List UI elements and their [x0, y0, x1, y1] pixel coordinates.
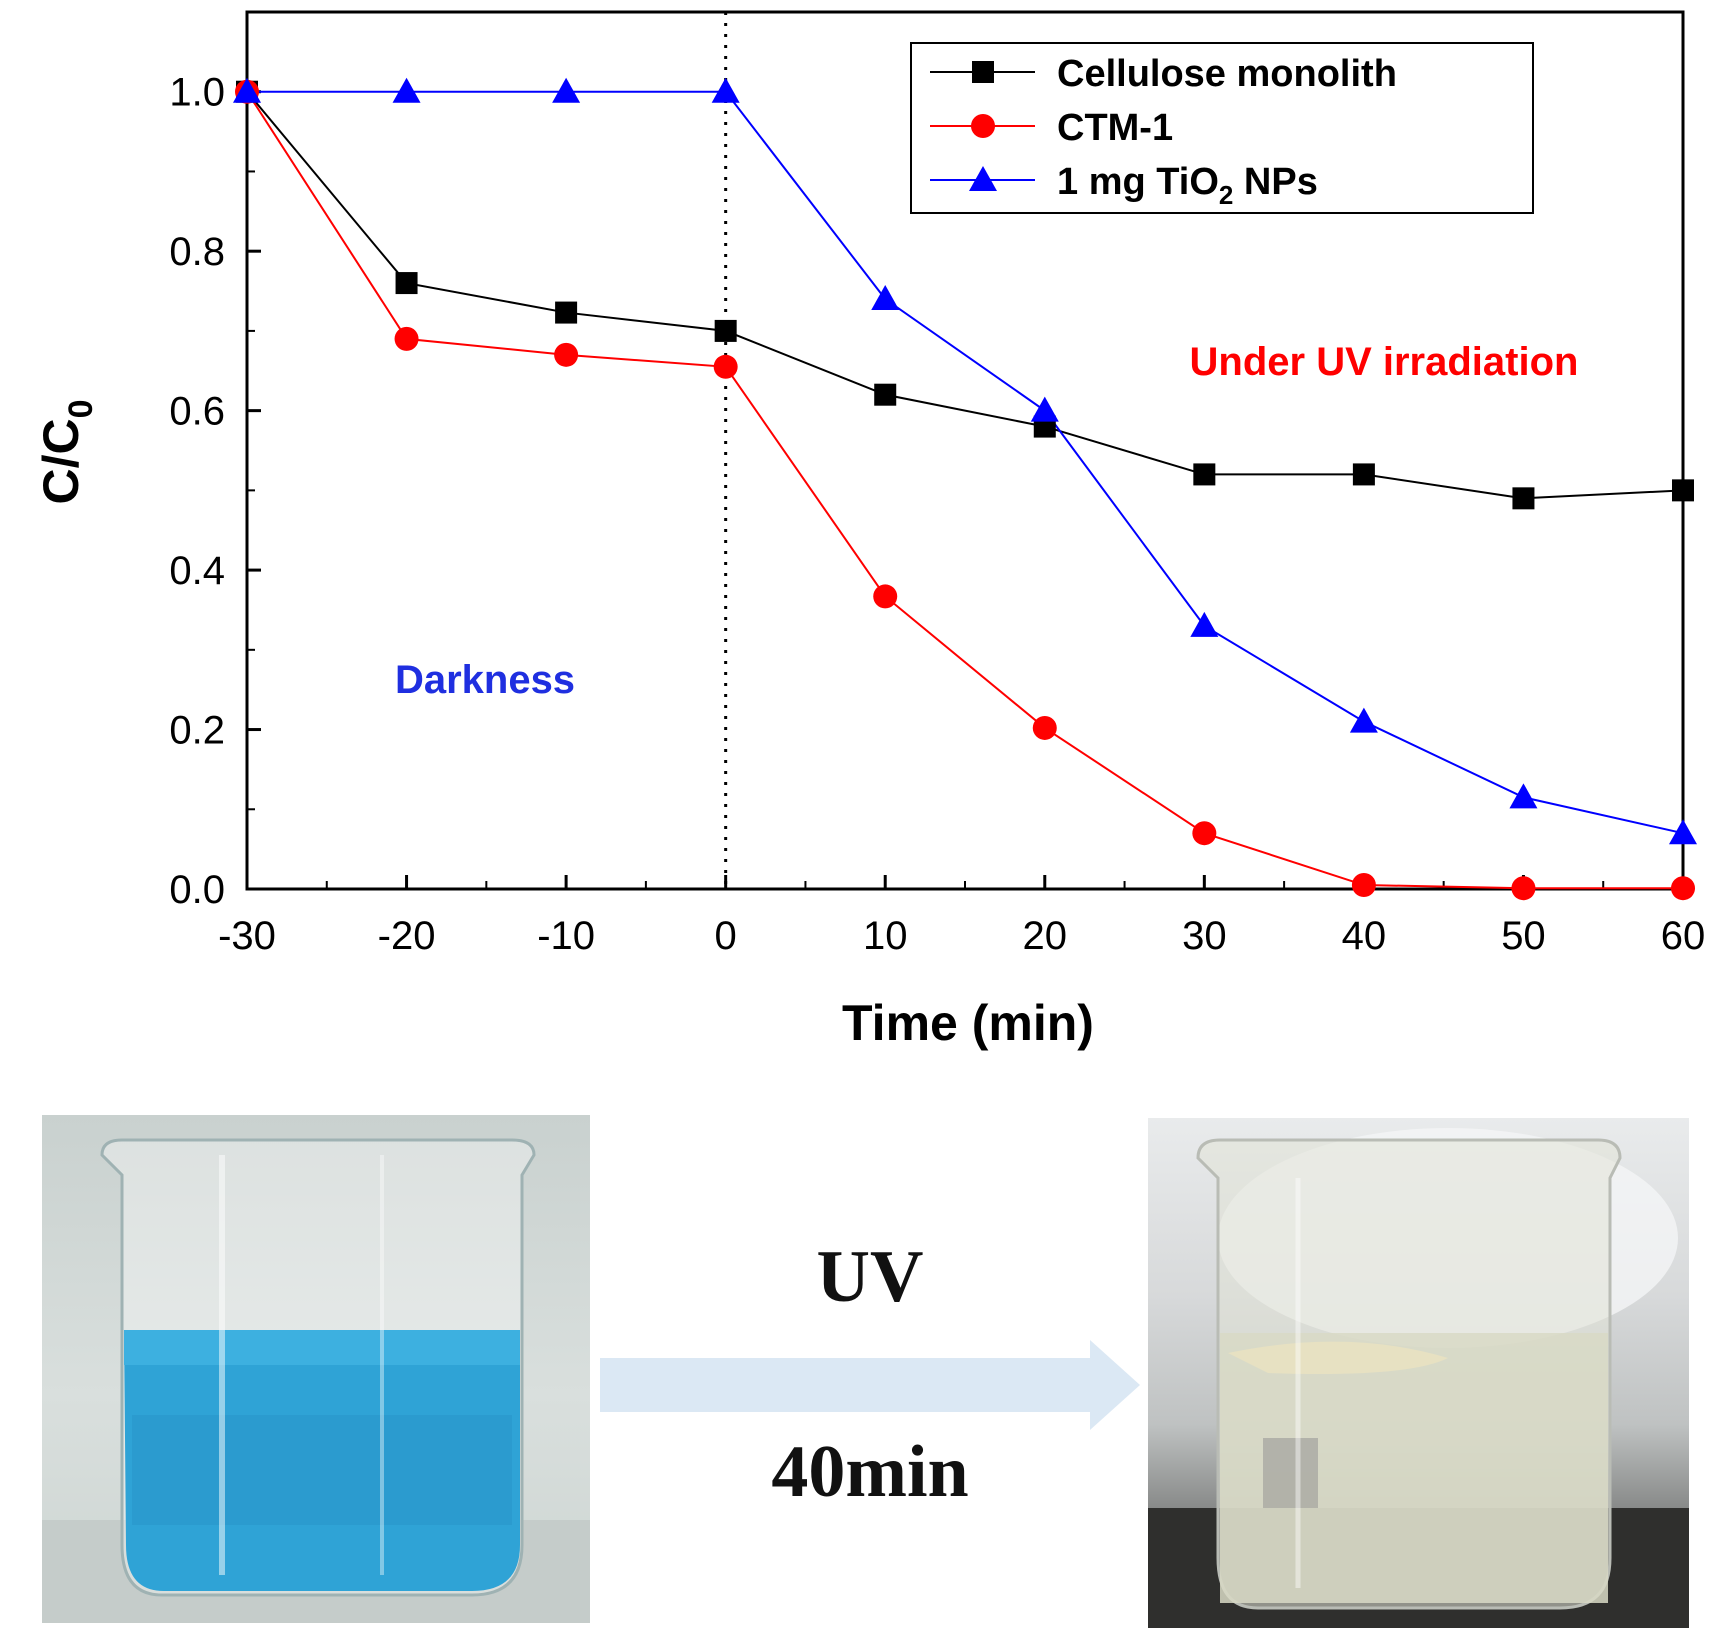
arrow-icon	[600, 1340, 1140, 1430]
data-point-square	[1193, 463, 1216, 486]
data-point-triangle	[1349, 707, 1378, 733]
data-point-circle	[1351, 873, 1376, 898]
data-point-triangle	[1669, 819, 1697, 845]
x-tick-label: -10	[537, 914, 595, 958]
uv-label: UV	[816, 1236, 924, 1318]
legend-label-cellulose: Cellulose monolith	[1057, 53, 1397, 95]
y-tick-label: 0.2	[169, 709, 225, 753]
clear-solution-beaker-image	[1148, 1128, 1689, 1628]
data-point-circle	[1032, 715, 1057, 740]
series-line-2	[247, 90, 1684, 835]
data-point-triangle	[392, 77, 421, 103]
x-tick-label: 30	[1182, 914, 1227, 958]
y-tick-label: 0.4	[169, 549, 225, 593]
legend: Cellulose monolith CTM-1 1 mg TiO2 NPs	[910, 42, 1534, 214]
data-point-circle	[554, 342, 579, 367]
series-line-0	[246, 91, 1684, 500]
x-tick-label: -30	[218, 914, 276, 958]
data-point-triangle	[1509, 783, 1538, 809]
y-tick-label: 0.8	[169, 230, 225, 274]
data-point-square	[1512, 487, 1535, 510]
x-tick-label: 10	[863, 914, 908, 958]
beaker-photo-after	[1148, 1118, 1689, 1628]
x-tick-label: 40	[1342, 914, 1387, 958]
series-lines	[246, 90, 1684, 890]
data-point-circle	[1192, 821, 1217, 846]
line-chart: -30 -20 -10 0 10 20 30 40 50 60 0.0 0.2 0.4 0.6 0.8 1.0…	[33, 10, 1705, 1051]
data-point-circle	[394, 326, 419, 351]
y-axis-title-main: C/C	[33, 418, 89, 504]
data-point-circle	[1511, 876, 1536, 901]
legend-marker-triangle	[969, 166, 997, 191]
legend-marker-circle	[971, 114, 995, 138]
data-point-square	[395, 272, 418, 295]
data-point-square	[555, 301, 578, 324]
x-tick-label: 0	[715, 914, 737, 958]
data-point-triangle	[233, 77, 261, 103]
legend-label-ctm: CTM-1	[1057, 107, 1173, 149]
y-tick-label: 0.6	[169, 390, 225, 434]
x-tick-label: 20	[1023, 914, 1068, 958]
series-line-1	[246, 91, 1683, 890]
data-point-square	[714, 319, 737, 342]
beaker-photo-before	[42, 1115, 590, 1623]
x-tick-label: -20	[378, 914, 436, 958]
data-point-square	[874, 383, 897, 406]
data-point-square	[1672, 479, 1694, 502]
x-axis-title: Time (min)	[842, 995, 1094, 1051]
data-point-triangle	[711, 77, 740, 103]
legend-label-tio2: 1 mg TiO2 NPs	[1057, 161, 1318, 210]
y-tick-label: 0.0	[169, 868, 225, 912]
data-point-circle	[873, 584, 898, 609]
data-point-triangle	[871, 285, 900, 311]
annotation-uv: Under UV irradiation	[1190, 340, 1579, 384]
blue-solution-beaker-image	[42, 1138, 590, 1623]
data-point-triangle	[1030, 396, 1059, 422]
annotation-darkness: Darkness	[395, 658, 575, 702]
x-tick-label: 60	[1661, 914, 1706, 958]
axis-ticks: -30 -20 -10 0 10 20 30 40 50 60 0.0 0.2 0.4 0.6 0.8 1.0	[169, 71, 1705, 958]
data-point-triangle	[1190, 611, 1219, 637]
y-axis-title: C/C0	[33, 399, 100, 504]
data-point-circle	[1671, 876, 1695, 901]
data-point-circle	[713, 354, 738, 379]
data-point-square	[1352, 463, 1375, 486]
y-tick-label: 1.0	[169, 71, 225, 115]
y-axis-title-subscript: 0	[62, 399, 100, 418]
legend-marker-square	[972, 61, 994, 83]
svg-text:C/C0: C/C0	[33, 399, 100, 504]
data-point-triangle	[552, 77, 581, 103]
time-label: 40min	[771, 1431, 969, 1513]
x-tick-label: 50	[1501, 914, 1546, 958]
series-markers	[233, 77, 1697, 901]
